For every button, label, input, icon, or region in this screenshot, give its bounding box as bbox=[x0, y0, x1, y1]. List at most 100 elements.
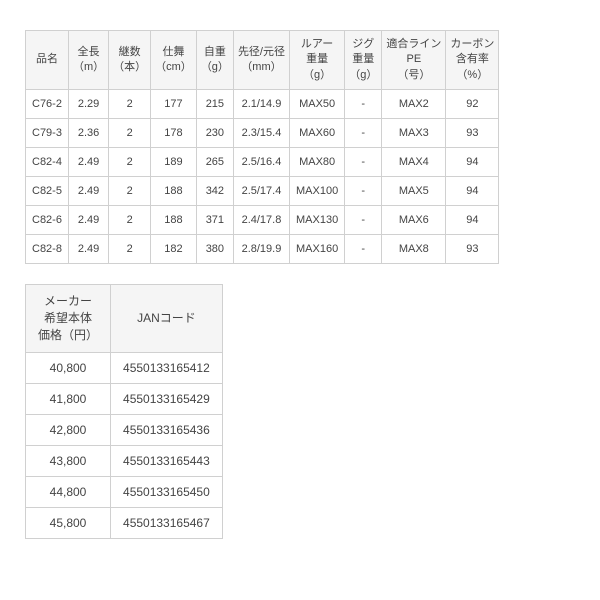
spec-cell: 93 bbox=[446, 119, 499, 148]
spec-cell: 2.5/17.4 bbox=[233, 177, 289, 206]
price-row: 43,8004550133165443 bbox=[26, 445, 223, 476]
spec-cell: MAX5 bbox=[382, 177, 446, 206]
spec-cell: 2.29 bbox=[68, 90, 108, 119]
price-cell: 4550133165443 bbox=[111, 445, 223, 476]
spec-cell: MAX60 bbox=[290, 119, 345, 148]
spec-col-7: ジグ重量（g） bbox=[345, 31, 382, 90]
spec-row: C76-22.2921772152.1/14.9MAX50-MAX292 bbox=[26, 90, 499, 119]
price-row: 45,8004550133165467 bbox=[26, 507, 223, 538]
spec-cell: 2.49 bbox=[68, 235, 108, 264]
spec-col-4: 自重（g） bbox=[196, 31, 233, 90]
spec-cell: 2 bbox=[109, 148, 151, 177]
price-row: 44,8004550133165450 bbox=[26, 476, 223, 507]
spec-cell: 2 bbox=[109, 177, 151, 206]
spec-cell: - bbox=[345, 235, 382, 264]
price-row: 42,8004550133165436 bbox=[26, 414, 223, 445]
spec-cell: 94 bbox=[446, 148, 499, 177]
spec-cell: 2.4/17.8 bbox=[233, 206, 289, 235]
spec-cell: 188 bbox=[151, 206, 197, 235]
spec-col-6: ルアー重量（g） bbox=[290, 31, 345, 90]
spec-cell: 182 bbox=[151, 235, 197, 264]
spec-cell: 177 bbox=[151, 90, 197, 119]
spec-cell: 2.49 bbox=[68, 177, 108, 206]
spec-cell: 215 bbox=[196, 90, 233, 119]
spec-cell: 230 bbox=[196, 119, 233, 148]
price-cell: 42,800 bbox=[26, 414, 111, 445]
spec-cell: - bbox=[345, 119, 382, 148]
spec-cell: 93 bbox=[446, 235, 499, 264]
spec-row: C82-42.4921892652.5/16.4MAX80-MAX494 bbox=[26, 148, 499, 177]
spec-cell: MAX130 bbox=[290, 206, 345, 235]
spec-row: C82-52.4921883422.5/17.4MAX100-MAX594 bbox=[26, 177, 499, 206]
spec-col-5: 先径/元径（mm） bbox=[233, 31, 289, 90]
spec-cell: - bbox=[345, 148, 382, 177]
spec-col-3: 仕舞（cm） bbox=[151, 31, 197, 90]
spec-cell: C82-5 bbox=[26, 177, 69, 206]
spec-cell: MAX4 bbox=[382, 148, 446, 177]
spec-cell: 380 bbox=[196, 235, 233, 264]
spec-cell: 94 bbox=[446, 177, 499, 206]
spec-cell: MAX6 bbox=[382, 206, 446, 235]
spec-cell: 2.5/16.4 bbox=[233, 148, 289, 177]
spec-cell: C82-4 bbox=[26, 148, 69, 177]
spec-cell: 2 bbox=[109, 235, 151, 264]
spec-cell: MAX160 bbox=[290, 235, 345, 264]
price-table: メーカー希望本体価格（円）JANコード 40,80045501331654124… bbox=[25, 284, 223, 538]
spec-cell: 2 bbox=[109, 90, 151, 119]
spec-table: 品名全長（m）継数（本）仕舞（cm）自重（g）先径/元径（mm）ルアー重量（g）… bbox=[25, 30, 499, 264]
spec-cell: 2 bbox=[109, 119, 151, 148]
price-row: 41,8004550133165429 bbox=[26, 383, 223, 414]
price-row: 40,8004550133165412 bbox=[26, 352, 223, 383]
spec-cell: C82-6 bbox=[26, 206, 69, 235]
spec-cell: - bbox=[345, 206, 382, 235]
spec-cell: MAX8 bbox=[382, 235, 446, 264]
spec-cell: 342 bbox=[196, 177, 233, 206]
spec-cell: - bbox=[345, 177, 382, 206]
spec-cell: MAX3 bbox=[382, 119, 446, 148]
spec-col-9: カーボン含有率（%） bbox=[446, 31, 499, 90]
spec-cell: 189 bbox=[151, 148, 197, 177]
spec-cell: 92 bbox=[446, 90, 499, 119]
spec-cell: MAX2 bbox=[382, 90, 446, 119]
spec-cell: 94 bbox=[446, 206, 499, 235]
spec-cell: MAX80 bbox=[290, 148, 345, 177]
price-cell: 41,800 bbox=[26, 383, 111, 414]
spec-cell: 2.49 bbox=[68, 206, 108, 235]
price-cell: 44,800 bbox=[26, 476, 111, 507]
spec-cell: 265 bbox=[196, 148, 233, 177]
spec-row: C79-32.3621782302.3/15.4MAX60-MAX393 bbox=[26, 119, 499, 148]
spec-cell: 2.1/14.9 bbox=[233, 90, 289, 119]
price-cell: 4550133165467 bbox=[111, 507, 223, 538]
price-cell: 4550133165450 bbox=[111, 476, 223, 507]
spec-cell: 2.49 bbox=[68, 148, 108, 177]
spec-cell: C82-8 bbox=[26, 235, 69, 264]
spec-cell: MAX50 bbox=[290, 90, 345, 119]
price-header-row: メーカー希望本体価格（円）JANコード bbox=[26, 285, 223, 352]
spec-row: C82-82.4921823802.8/19.9MAX160-MAX893 bbox=[26, 235, 499, 264]
spec-cell: MAX100 bbox=[290, 177, 345, 206]
price-cell: 4550133165436 bbox=[111, 414, 223, 445]
spec-cell: 2.3/15.4 bbox=[233, 119, 289, 148]
spec-cell: 178 bbox=[151, 119, 197, 148]
price-cell: 40,800 bbox=[26, 352, 111, 383]
spec-col-1: 全長（m） bbox=[68, 31, 108, 90]
spec-cell: 2.8/19.9 bbox=[233, 235, 289, 264]
spec-header-row: 品名全長（m）継数（本）仕舞（cm）自重（g）先径/元径（mm）ルアー重量（g）… bbox=[26, 31, 499, 90]
spec-col-8: 適合ラインPE（号） bbox=[382, 31, 446, 90]
price-cell: 4550133165429 bbox=[111, 383, 223, 414]
spec-cell: C79-3 bbox=[26, 119, 69, 148]
price-col-0: メーカー希望本体価格（円） bbox=[26, 285, 111, 352]
spec-cell: C76-2 bbox=[26, 90, 69, 119]
spec-cell: 188 bbox=[151, 177, 197, 206]
spec-col-0: 品名 bbox=[26, 31, 69, 90]
spec-col-2: 継数（本） bbox=[109, 31, 151, 90]
price-cell: 4550133165412 bbox=[111, 352, 223, 383]
spec-row: C82-62.4921883712.4/17.8MAX130-MAX694 bbox=[26, 206, 499, 235]
spec-cell: 2.36 bbox=[68, 119, 108, 148]
price-cell: 45,800 bbox=[26, 507, 111, 538]
spec-cell: 371 bbox=[196, 206, 233, 235]
spec-cell: 2 bbox=[109, 206, 151, 235]
price-col-1: JANコード bbox=[111, 285, 223, 352]
spec-cell: - bbox=[345, 90, 382, 119]
price-cell: 43,800 bbox=[26, 445, 111, 476]
